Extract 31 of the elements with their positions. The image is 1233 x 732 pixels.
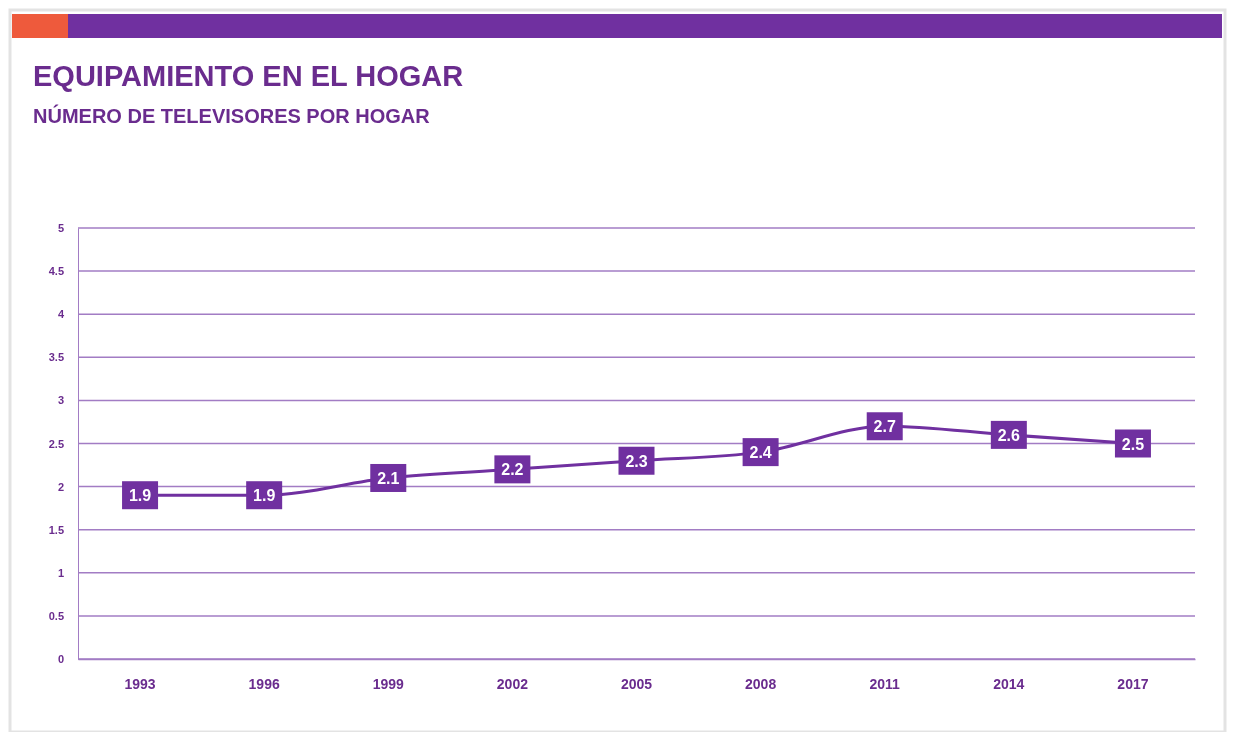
y-tick-label: 0.5 <box>48 609 64 622</box>
y-tick-label: 0 <box>57 653 64 666</box>
x-tick-label: 2017 <box>1117 675 1149 692</box>
x-tick-label: 2011 <box>869 675 901 692</box>
x-tick-label: 1999 <box>372 675 405 692</box>
y-tick-label: 1 <box>57 566 64 579</box>
x-tick-label: 2014 <box>993 675 1025 692</box>
x-tick-label: 1996 <box>248 675 280 692</box>
y-tick-label: 3.5 <box>48 351 64 364</box>
data-label: 1.9 <box>128 487 152 505</box>
chart-title: EQUIPAMIENTO EN EL HOGAR <box>33 60 464 92</box>
x-tick-label: 2002 <box>496 675 529 692</box>
y-tick-label: 3 <box>57 394 64 407</box>
data-label: 2.3 <box>625 452 648 470</box>
data-label: 2.4 <box>749 444 772 462</box>
data-label: 2.6 <box>997 426 1021 444</box>
data-label: 2.2 <box>501 461 524 479</box>
data-label: 2.5 <box>1121 435 1145 453</box>
data-label: 2.1 <box>377 469 400 487</box>
data-label: 2.7 <box>873 418 896 436</box>
y-tick-label: 4 <box>57 308 65 321</box>
x-tick-label: 2005 <box>620 675 653 692</box>
y-tick-label: 2 <box>57 480 64 493</box>
y-tick-label: 2.5 <box>48 437 64 450</box>
chart-subtitle: NÚMERO DE TELEVISORES POR HOGAR <box>33 104 431 127</box>
x-tick-label: 2008 <box>745 675 777 692</box>
y-tick-label: 5 <box>57 222 64 235</box>
y-tick-label: 4.5 <box>48 265 64 278</box>
x-tick-label: 1993 <box>124 675 156 692</box>
data-label: 1.9 <box>253 487 276 505</box>
y-tick-label: 1.5 <box>48 523 64 536</box>
